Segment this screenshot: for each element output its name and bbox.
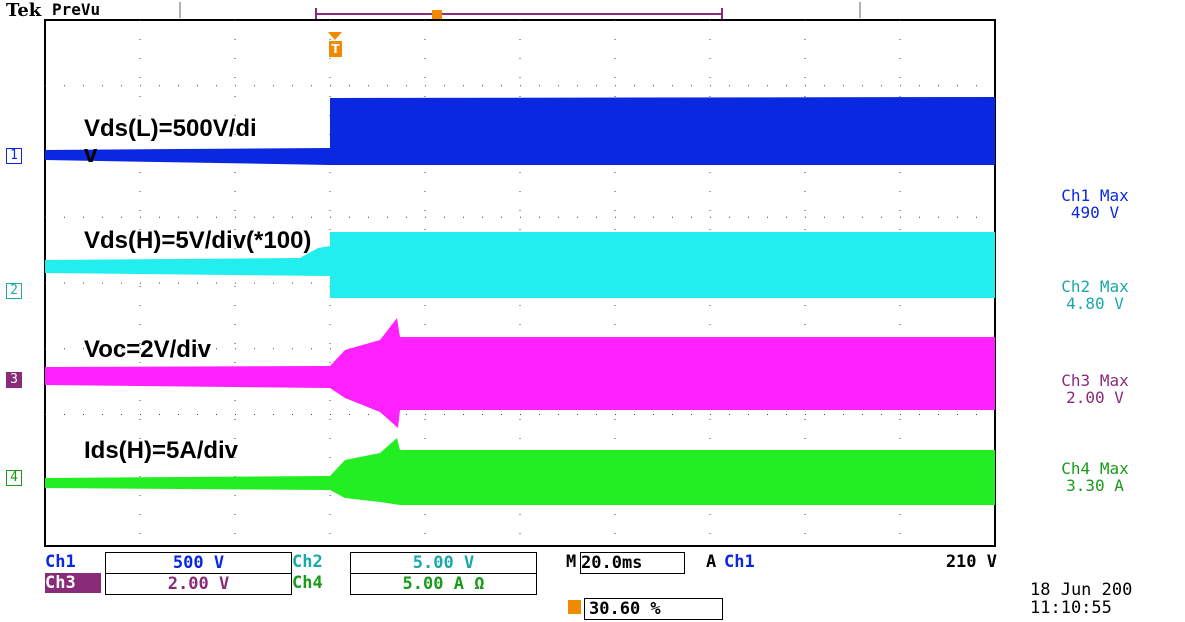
measurement-name: Ch4 Max <box>1040 460 1150 477</box>
status-field: Ch3 <box>45 573 101 593</box>
status-field: 210 V <box>834 552 997 572</box>
status-field: 20.0ms <box>580 552 685 574</box>
trace-label: Vds(H)=5V/div(*100) <box>84 228 311 254</box>
trigger-position: 30.60 % <box>584 598 723 620</box>
channel-marker: 3 <box>6 372 22 388</box>
status-field: 2.00 V <box>105 573 292 595</box>
measurement-name: Ch3 Max <box>1040 372 1150 389</box>
status-field: M <box>566 552 580 572</box>
measurement-name: Ch2 Max <box>1040 278 1150 295</box>
display: T <box>0 0 1185 622</box>
record-bar <box>316 8 722 20</box>
status-field: 500 V <box>105 552 292 574</box>
time: 11:10:55 <box>1030 598 1112 618</box>
status-field: Ch4 <box>292 573 350 593</box>
status-field: 5.00 V <box>350 552 537 574</box>
channel-marker: 4 <box>6 470 22 486</box>
measurement-value: 490 V <box>1040 204 1150 221</box>
status-field: Ch1 <box>45 552 103 572</box>
status-field: Ch2 <box>292 552 350 572</box>
trace-label: Voc=2V/div <box>84 337 211 363</box>
channel-marker: 1 <box>6 148 22 164</box>
trigger-icon <box>568 600 581 614</box>
scope-screen: Tek PreVu T Vds(L)=500V/div Vds(H)=5V/di… <box>0 0 1185 622</box>
date: 18 Jun 200 <box>1030 580 1132 600</box>
measurement-value: 2.00 V <box>1040 389 1150 406</box>
status-field: A <box>706 552 722 572</box>
channel-marker: 2 <box>6 283 22 299</box>
status-field: 5.00 A Ω <box>350 573 537 595</box>
measurement-value: 3.30 A <box>1040 477 1150 494</box>
measurement-name: Ch1 Max <box>1040 187 1150 204</box>
trigger-label: T <box>331 42 340 56</box>
status-field: Ch1 <box>724 552 834 572</box>
trace-label: Ids(H)=5A/div <box>84 438 238 464</box>
measurement-value: 4.80 V <box>1040 295 1150 312</box>
